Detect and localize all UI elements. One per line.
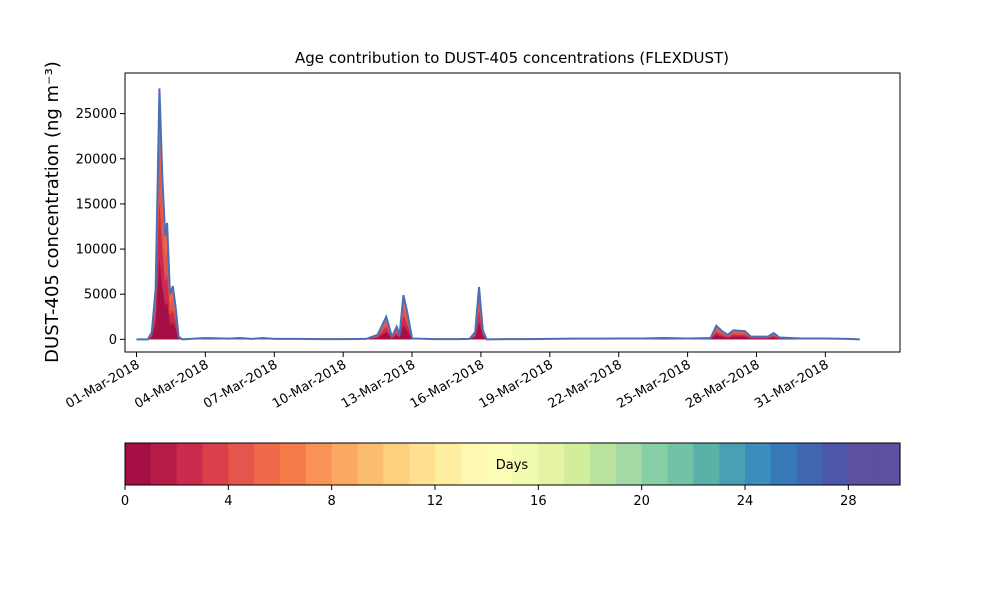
y-tick-label: 15000 bbox=[76, 197, 117, 212]
colorbar-cell bbox=[254, 443, 281, 485]
colorbar-cell bbox=[538, 443, 565, 485]
colorbar-tick-label: 8 bbox=[328, 494, 336, 509]
colorbar-cell bbox=[280, 443, 307, 485]
y-axis: 0 5000 10000 15000 20000 25000 bbox=[76, 107, 125, 348]
colorbar-tick-label: 28 bbox=[840, 494, 857, 509]
colorbar-cell bbox=[125, 443, 152, 485]
colorbar-tick-label: 24 bbox=[737, 494, 754, 509]
y-axis-label: DUST-405 concentration (ng m⁻³) bbox=[42, 61, 63, 363]
colorbar-tick-label: 4 bbox=[224, 494, 232, 509]
colorbar-cell bbox=[874, 443, 901, 485]
colorbar-label: Days bbox=[496, 458, 529, 473]
colorbar-cell bbox=[848, 443, 875, 485]
colorbar-cell bbox=[357, 443, 384, 485]
x-axis: 01-Mar-201804-Mar-201807-Mar-201810-Mar-… bbox=[63, 352, 831, 412]
x-tick-label: 25-Mar-2018 bbox=[614, 357, 693, 411]
colorbar-cell bbox=[590, 443, 617, 485]
x-tick-label: 19-Mar-2018 bbox=[477, 357, 556, 411]
age-area-0 bbox=[136, 88, 860, 340]
series-line bbox=[136, 88, 860, 341]
colorbar: Days 0 4 8 12 16 20 24 28 bbox=[121, 442, 901, 509]
colorbar-tick-label: 20 bbox=[633, 494, 650, 509]
colorbar-cell bbox=[641, 443, 669, 485]
area-layer bbox=[136, 88, 860, 340]
colorbar-cell bbox=[667, 443, 694, 485]
colorbar-cell bbox=[486, 443, 514, 485]
y-tick-label: 10000 bbox=[76, 243, 117, 258]
colorbar-cell bbox=[615, 443, 643, 485]
x-tick-label: 31-Mar-2018 bbox=[752, 357, 831, 411]
colorbar-cell bbox=[512, 443, 539, 485]
colorbar-cell bbox=[305, 443, 333, 485]
colorbar-tick-label: 0 bbox=[121, 494, 129, 509]
colorbar-cell bbox=[460, 443, 488, 485]
colorbar-cell bbox=[796, 443, 824, 485]
colorbar-cell bbox=[435, 443, 462, 485]
colorbar-cell bbox=[383, 443, 410, 485]
x-tick-label: 07-Mar-2018 bbox=[201, 357, 280, 411]
colorbar-frame bbox=[124, 442, 901, 486]
x-tick-label: 01-Mar-2018 bbox=[63, 357, 142, 411]
colorbar-cell bbox=[202, 443, 229, 485]
colorbar-cell bbox=[228, 443, 255, 485]
colorbar-cell bbox=[719, 443, 746, 485]
colorbar-tick-label: 12 bbox=[427, 494, 444, 509]
colorbar-cell bbox=[770, 443, 798, 485]
colorbar-cell bbox=[693, 443, 720, 485]
x-tick-label: 22-Mar-2018 bbox=[546, 357, 625, 411]
age-area-2 bbox=[136, 201, 860, 340]
colorbar-cell bbox=[822, 443, 849, 485]
age-area-3 bbox=[136, 259, 860, 340]
colorbar-cell bbox=[331, 443, 359, 485]
x-tick-label: 04-Mar-2018 bbox=[132, 357, 211, 411]
colorbar-tick-label: 16 bbox=[530, 494, 547, 509]
x-tick-label: 10-Mar-2018 bbox=[270, 357, 349, 411]
y-tick-label: 0 bbox=[109, 333, 117, 348]
age-area-1 bbox=[136, 143, 860, 340]
x-tick-label: 28-Mar-2018 bbox=[683, 357, 762, 411]
plot-frame bbox=[124, 72, 901, 353]
y-tick-label: 5000 bbox=[84, 288, 117, 303]
y-tick-label: 20000 bbox=[76, 152, 117, 167]
x-tick-label: 16-Mar-2018 bbox=[408, 357, 487, 411]
colorbar-cell bbox=[150, 443, 178, 485]
colorbar-cell bbox=[409, 443, 436, 485]
x-tick-label: 13-Mar-2018 bbox=[339, 357, 418, 411]
plot-area bbox=[124, 72, 901, 353]
colorbar-cell bbox=[745, 443, 772, 485]
colorbar-cell bbox=[176, 443, 204, 485]
colorbar-cell bbox=[564, 443, 591, 485]
y-tick-label: 25000 bbox=[76, 107, 117, 122]
chart-title: Age contribution to DUST-405 concentrati… bbox=[295, 49, 729, 67]
